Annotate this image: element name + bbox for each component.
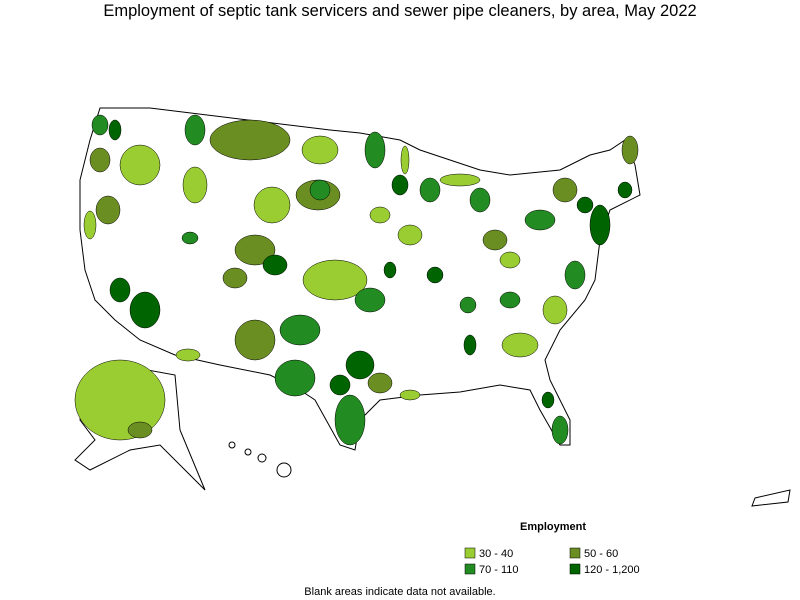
area bbox=[459, 296, 477, 314]
area bbox=[383, 261, 397, 279]
legend-swatch bbox=[569, 563, 581, 575]
area bbox=[234, 319, 276, 361]
area bbox=[501, 332, 539, 358]
area bbox=[367, 372, 393, 394]
legend-swatch bbox=[464, 547, 476, 559]
area bbox=[83, 210, 97, 240]
area bbox=[439, 173, 481, 187]
area bbox=[499, 291, 521, 309]
puerto-rico bbox=[751, 489, 791, 507]
area bbox=[499, 251, 521, 269]
area bbox=[175, 348, 201, 362]
area bbox=[181, 231, 199, 245]
legend: Employment 30 - 40 50 - 60 70 - 110 120 - 1… bbox=[464, 521, 640, 576]
hawaii bbox=[228, 441, 292, 478]
area bbox=[391, 174, 409, 196]
area bbox=[182, 166, 208, 204]
area bbox=[463, 334, 477, 356]
area bbox=[524, 209, 556, 231]
area bbox=[89, 147, 111, 173]
legend-swatch bbox=[464, 563, 476, 575]
legend-label: 30 - 40 bbox=[479, 548, 513, 560]
area bbox=[184, 114, 206, 146]
area bbox=[542, 295, 568, 325]
area bbox=[253, 186, 291, 224]
area bbox=[551, 415, 569, 445]
area bbox=[334, 394, 366, 446]
area bbox=[426, 266, 444, 284]
map-title: Employment of septic tank servicers and … bbox=[103, 2, 696, 20]
map bbox=[74, 107, 791, 507]
area bbox=[617, 181, 633, 199]
area bbox=[589, 204, 611, 246]
area bbox=[91, 114, 109, 136]
area bbox=[234, 234, 276, 266]
area bbox=[108, 119, 122, 141]
area bbox=[95, 195, 121, 225]
area bbox=[127, 421, 153, 439]
footnote: Blank areas indicate data not available. bbox=[304, 586, 495, 598]
area bbox=[397, 224, 423, 246]
area bbox=[345, 350, 375, 380]
area bbox=[302, 259, 368, 301]
area bbox=[354, 287, 386, 313]
area bbox=[209, 119, 291, 161]
area bbox=[576, 196, 594, 214]
area bbox=[309, 179, 331, 201]
legend-label: 70 - 110 bbox=[479, 564, 519, 576]
area bbox=[400, 145, 410, 175]
area bbox=[274, 359, 316, 397]
area bbox=[482, 229, 508, 251]
area bbox=[129, 291, 161, 329]
area bbox=[222, 267, 248, 289]
area bbox=[369, 206, 391, 224]
area bbox=[279, 314, 321, 346]
legend-swatch bbox=[569, 547, 581, 559]
area bbox=[564, 260, 586, 290]
legend-label: 50 - 60 bbox=[584, 548, 618, 560]
area bbox=[329, 374, 351, 396]
area bbox=[541, 391, 555, 409]
area bbox=[399, 389, 421, 401]
legend-title: Employment bbox=[520, 521, 586, 533]
area bbox=[621, 135, 639, 165]
area bbox=[419, 177, 441, 203]
area bbox=[469, 187, 491, 213]
area bbox=[364, 131, 386, 169]
area bbox=[109, 277, 131, 303]
area bbox=[552, 177, 578, 203]
legend-label: 120 - 1,200 bbox=[584, 564, 640, 576]
area bbox=[262, 254, 288, 276]
area bbox=[119, 144, 161, 186]
area bbox=[301, 135, 339, 165]
areas bbox=[74, 114, 639, 446]
area bbox=[74, 359, 166, 441]
